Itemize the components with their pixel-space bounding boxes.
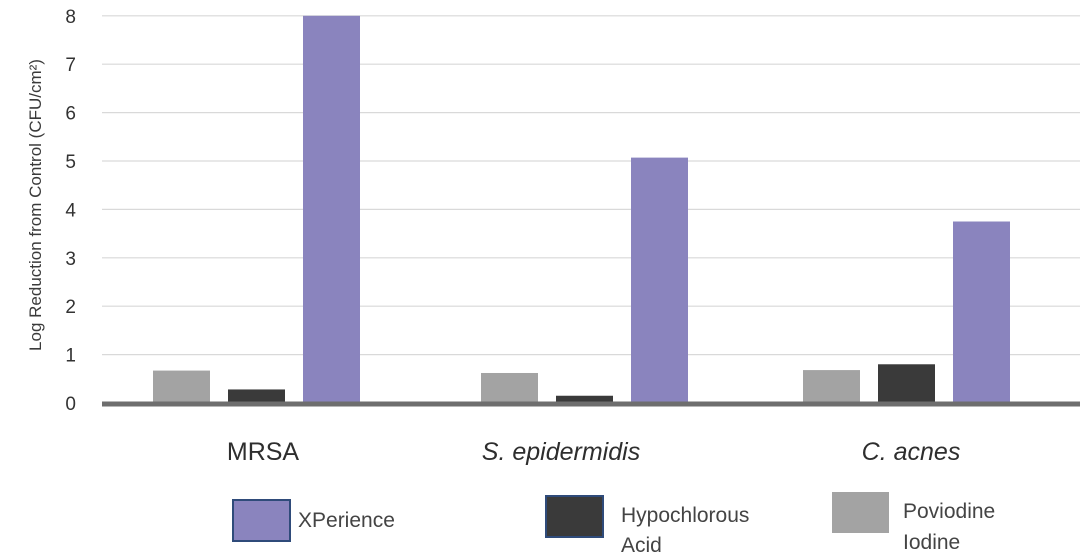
bar-xperience <box>953 221 1010 403</box>
y-tick-label: 6 <box>65 104 76 125</box>
y-tick-label: 7 <box>65 55 76 76</box>
legend-label: Acid <box>621 534 662 557</box>
bar-poviodine-iodine <box>803 370 860 403</box>
x-category-label: S. epidermidis <box>482 438 640 466</box>
bar-hypochlorous-acid <box>556 395 613 403</box>
grid-lines <box>102 15 1080 356</box>
legend-label: Hypochlorous <box>621 504 749 527</box>
y-axis-label: Log Reduction from Control (CFU/cm²) <box>26 59 45 351</box>
y-tick-label: 4 <box>65 200 76 221</box>
bar-xperience <box>303 15 360 404</box>
legend-label: XPerience <box>298 509 395 532</box>
y-tick-label: 0 <box>65 394 76 415</box>
legend-swatch <box>832 492 889 533</box>
y-tick-label: 1 <box>65 346 76 367</box>
bar-hypochlorous-acid <box>228 389 285 403</box>
legend-label: Poviodine <box>903 500 995 523</box>
legend: XPerience Hypochlorous Acid Poviodine Iodine <box>232 492 995 557</box>
y-tick-label: 2 <box>65 297 76 318</box>
bar-poviodine-iodine <box>481 372 538 403</box>
y-axis-ticks: 0 1 2 3 4 5 6 7 8 <box>65 7 76 415</box>
x-category-label: MRSA <box>227 438 300 466</box>
legend-swatch <box>232 499 291 542</box>
x-axis-categories: MRSA S. epidermidis C. acnes <box>227 438 960 466</box>
bar-hypochlorous-acid <box>878 364 935 403</box>
legend-swatch <box>545 495 604 538</box>
y-tick-label: 8 <box>65 7 76 28</box>
x-category-label: C. acnes <box>862 438 961 466</box>
y-tick-label: 5 <box>65 152 76 173</box>
y-tick-label: 3 <box>65 249 76 270</box>
bar-xperience <box>631 157 688 403</box>
bar-poviodine-iodine <box>153 370 210 403</box>
legend-label: Iodine <box>903 531 960 554</box>
bars <box>153 15 1010 404</box>
